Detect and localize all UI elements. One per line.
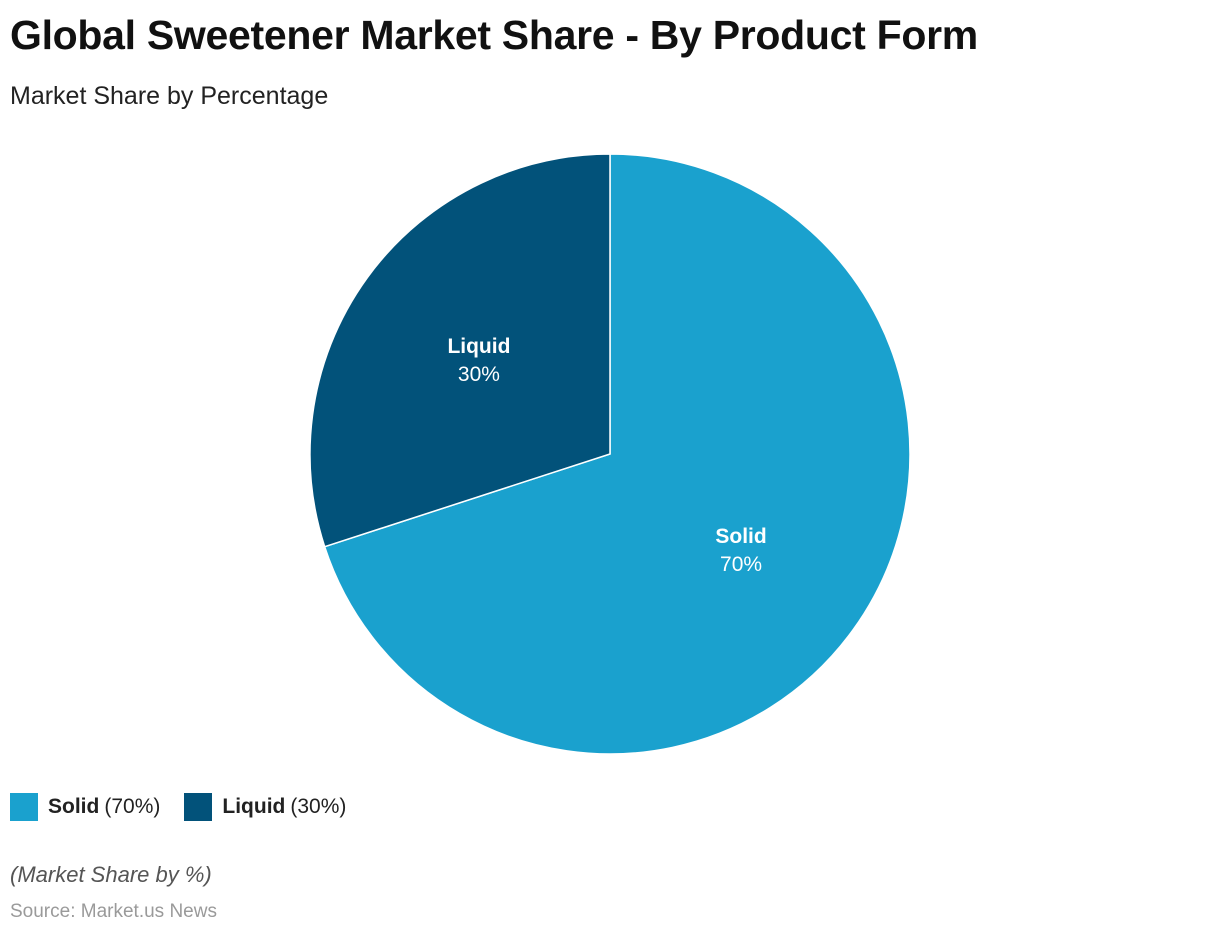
legend-item-liquid[interactable]: Liquid (30%) [184, 793, 346, 821]
chart-title: Global Sweetener Market Share - By Produ… [10, 12, 978, 58]
pie-slice-liquid[interactable] [309, 153, 611, 548]
pie-chart: Solid 70% Liquid 30% [309, 153, 911, 755]
chart-subtitle: Market Share by Percentage [10, 82, 329, 110]
slice-label-solid: Solid [715, 525, 766, 548]
slice-value-liquid: 30% [458, 363, 500, 386]
legend-label-liquid: Liquid [222, 795, 286, 818]
pie-slices [309, 153, 911, 755]
legend-item-solid[interactable]: Solid (70%) [10, 793, 160, 821]
pie-labels: Solid 70% Liquid 30% [447, 335, 766, 576]
legend: Solid (70%) Liquid (30%) [10, 793, 370, 821]
slice-value-solid: 70% [720, 553, 762, 576]
legend-swatch-liquid [184, 793, 213, 821]
chart-source: Source: Market.us News [10, 901, 217, 922]
legend-swatch-solid [10, 793, 38, 821]
legend-label-solid: Solid [48, 795, 100, 818]
legend-value-solid: (70%) [104, 795, 161, 818]
slice-label-liquid: Liquid [447, 335, 510, 358]
legend-value-liquid: (30%) [290, 795, 347, 818]
chart-note: (Market Share by %) [10, 862, 212, 887]
pie-slice-solid[interactable] [323, 153, 911, 755]
